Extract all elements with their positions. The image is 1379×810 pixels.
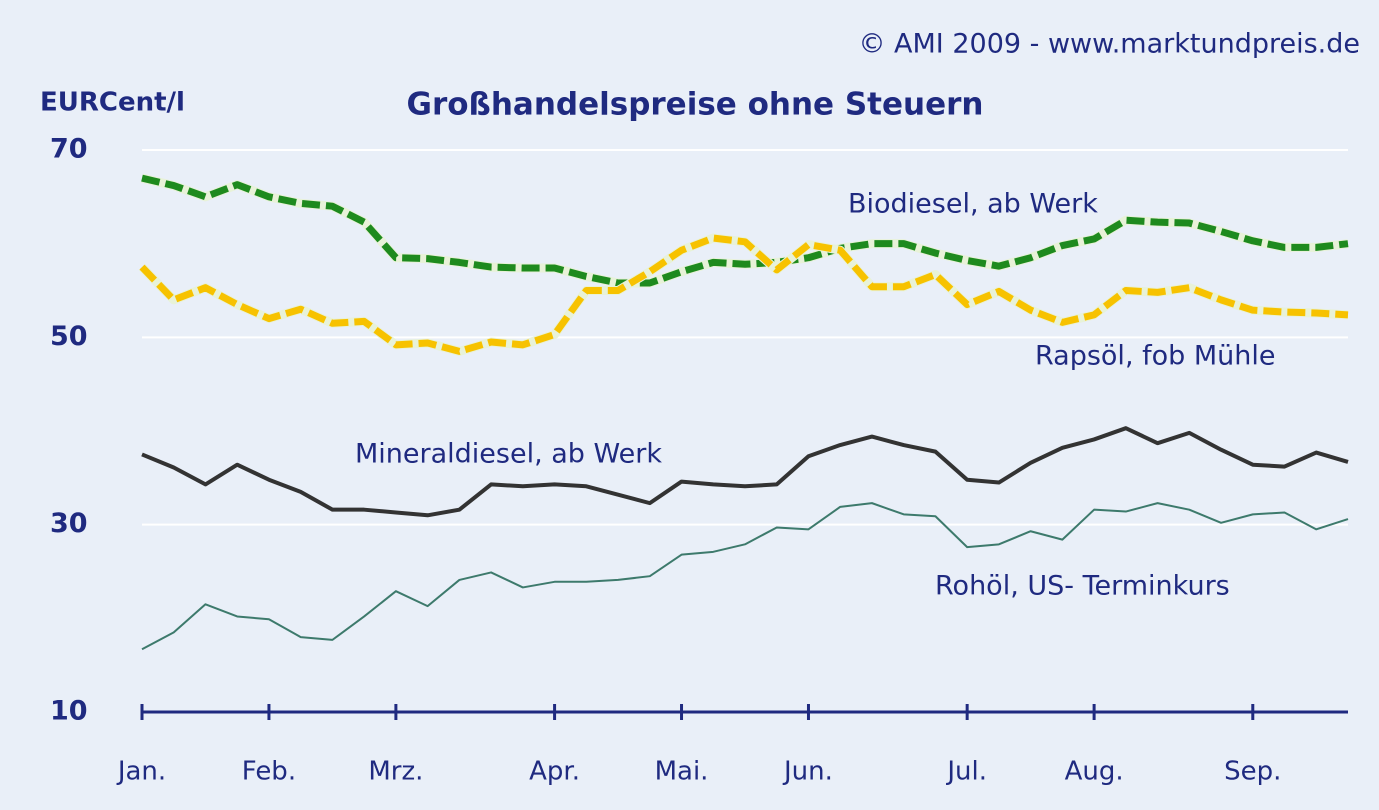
y-tick-label: 70 [50,134,88,165]
chart-title: Großhandelspreise ohne Steuern [407,87,984,123]
series-label: Rohöl, US- Terminkurs [935,571,1230,602]
x-tick-label: Apr. [529,757,580,787]
x-tick-label: Jul. [945,757,987,787]
y-tick-label: 10 [50,696,88,727]
x-tick-label: Sep. [1224,757,1281,787]
source: © AMI 2009 - www.marktundpreis.de [858,29,1360,60]
line [139,234,1349,355]
x-tick-label: Mai. [655,757,709,787]
x-tick-label: Mrz. [368,757,423,787]
y-axis-label: EURCent/l [40,88,185,118]
series-label: Mineraldiesel, ab Werk [355,439,662,470]
series-label: Rapsöl, fob Mühle [1035,341,1275,372]
line [141,174,1349,287]
x-tick-label: Feb. [242,757,296,787]
y-tick-label: 30 [50,508,88,539]
x-tick-label: Jun. [782,757,833,787]
x-tick-label: Aug. [1065,757,1124,787]
x-tick-label: Jan. [116,757,166,787]
line [141,426,1349,518]
line [141,502,1349,651]
series-label: Biodiesel, ab Werk [848,189,1098,220]
y-tick-label: 50 [50,321,88,352]
